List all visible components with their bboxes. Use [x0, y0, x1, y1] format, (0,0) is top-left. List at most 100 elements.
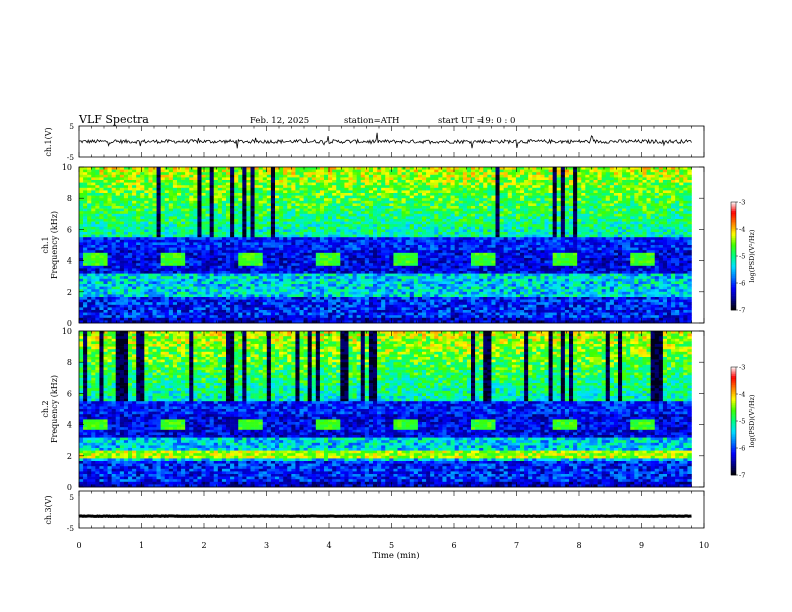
spectrogram-cell: [209, 265, 215, 269]
spectrogram-cell: [213, 276, 219, 280]
spectrogram-cell: [381, 297, 386, 300]
spectrogram-cell: [238, 281, 243, 285]
spectrogram-cell: [226, 273, 231, 277]
spectrogram-cell: [360, 182, 366, 186]
spectrogram-cell: [115, 239, 121, 243]
spectrogram-cell: [156, 234, 161, 238]
spectrogram-cell: [226, 265, 231, 269]
spectrogram-cell: [385, 245, 390, 248]
spectrogram-cell: [107, 198, 112, 202]
spectrogram-cell: [364, 276, 370, 280]
spectrogram-cell: [283, 177, 288, 181]
spectrogram-cell: [205, 177, 210, 181]
spectrogram-cell: [381, 284, 386, 287]
spectrogram-cell: [172, 187, 178, 191]
spectrogram-cell: [352, 239, 357, 243]
spectrogram-cell: [185, 312, 190, 316]
spectrogram-cell: [79, 234, 84, 238]
spectrogram-cell: [373, 221, 378, 225]
spectrogram-cell: [295, 315, 300, 319]
spectrogram-cell: [356, 268, 362, 272]
spectrogram-cell: [319, 232, 325, 235]
spectrogram-cell: [364, 190, 370, 194]
spectrogram-cell: [254, 276, 259, 280]
spectrogram-cell: [258, 226, 264, 230]
spectrogram-cell: [246, 216, 251, 220]
spectrogram-cell: [295, 263, 300, 267]
spectrogram-cell: [283, 268, 288, 272]
spectrogram-cell: [246, 315, 251, 319]
spectrogram-cell: [185, 193, 190, 196]
spectrogram-cell: [291, 276, 296, 280]
spectrogram-cell: [356, 185, 362, 189]
spectrogram-cell: [132, 219, 137, 222]
spectrogram-cell: [136, 187, 141, 191]
spectrogram-cell: [381, 229, 386, 233]
spectrogram-cell: [385, 169, 390, 173]
spectrogram-cell: [164, 320, 170, 324]
spectrogram-cell: [299, 286, 304, 290]
spectrogram-cell: [319, 268, 325, 272]
spectrogram-cell: [217, 195, 223, 199]
spectrogram-cell: [181, 245, 186, 248]
spectrogram-cell: [352, 310, 357, 313]
spectrogram-cell: [107, 291, 112, 295]
spectrogram-cell: [246, 304, 251, 308]
spectrogram-cell: [152, 260, 157, 264]
spectrogram-cell: [270, 276, 276, 280]
spectrogram-cell: [352, 289, 357, 293]
spectrogram-cell: [201, 317, 206, 321]
spectrogram-cell: [266, 190, 272, 194]
spectrogram-cell: [254, 234, 259, 238]
spectrogram-cell: [205, 320, 210, 324]
spectrogram-cell: [185, 245, 190, 248]
spectrogram-cell: [348, 307, 353, 311]
spectrogram-cell: [303, 208, 308, 212]
spectrogram-cell: [83, 252, 88, 256]
spectrogram-cell: [83, 216, 88, 220]
spectrogram-cell: [197, 200, 202, 204]
spectrogram-cell: [226, 278, 231, 282]
spectrogram-cell: [144, 250, 149, 254]
spectrogram-cell: [409, 224, 415, 228]
spectrogram-cell: [91, 174, 96, 178]
spectrogram-cell: [181, 193, 186, 196]
spectrogram-cell: [336, 174, 341, 178]
spectrogram-cell: [168, 180, 174, 183]
spectrogram-cell: [193, 206, 198, 209]
spectrogram-cell: [87, 310, 92, 313]
spectrogram-cell: [213, 167, 219, 170]
spectrogram-cell: [168, 291, 174, 295]
spectrogram-cell: [193, 172, 198, 176]
spectrogram-cell: [99, 190, 104, 194]
spectrogram-cell: [99, 208, 104, 212]
spectrogram-cell: [336, 271, 341, 274]
spectrogram-cell: [291, 172, 296, 176]
spectrogram-cell: [291, 180, 296, 183]
spectrogram-cell: [168, 286, 174, 290]
spectrogram-cell: [83, 229, 88, 233]
spectrogram-cell: [209, 216, 215, 220]
spectrogram-cell: [238, 268, 243, 272]
spectrogram-cell: [287, 258, 292, 261]
spectrogram-cell: [401, 286, 406, 290]
spectrogram-cell: [164, 294, 170, 298]
spectrogram-cell: [368, 281, 374, 285]
spectrogram-cell: [377, 307, 382, 311]
spectrogram-cell: [270, 224, 276, 228]
spectrogram-cell: [103, 247, 108, 251]
spectrogram-cell: [250, 211, 255, 215]
spectrogram-cell: [156, 315, 161, 319]
spectrogram-cell: [295, 245, 300, 248]
spectrogram-cell: [213, 302, 219, 306]
spectrogram-cell: [360, 237, 366, 241]
spectrogram-cell: [132, 239, 137, 243]
spectrogram-cell: [177, 317, 182, 321]
spectrogram-cell: [344, 297, 349, 300]
spectrogram-cell: [307, 203, 313, 207]
spectrogram-cell: [115, 291, 121, 295]
spectrogram-cell: [103, 255, 108, 259]
spectrogram-cell: [123, 234, 129, 238]
spectrogram-cell: [307, 273, 313, 277]
spectrogram-cell: [213, 224, 219, 228]
